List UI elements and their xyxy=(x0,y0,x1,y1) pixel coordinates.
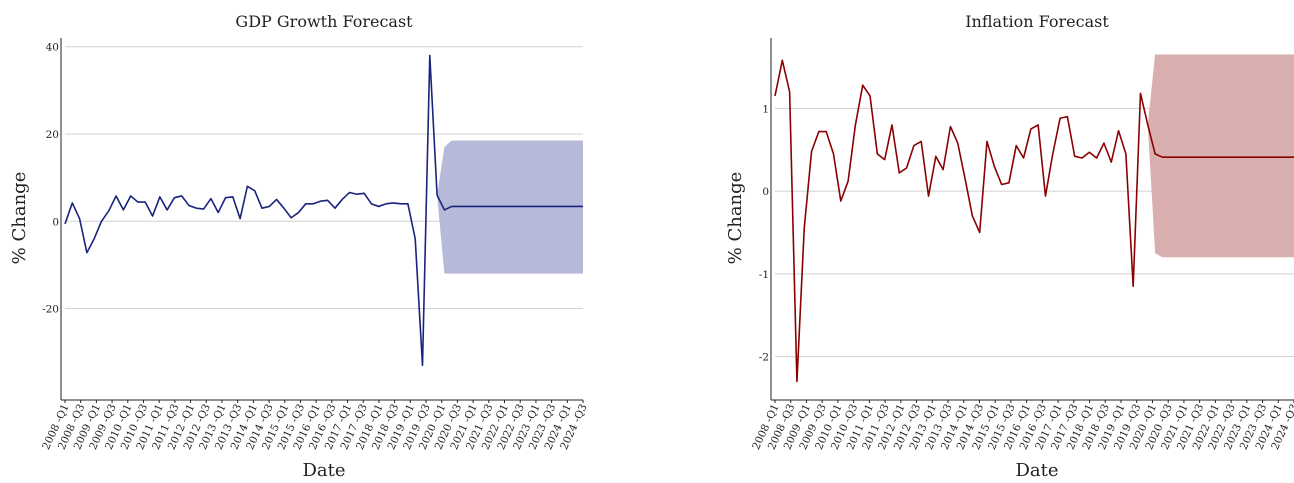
y-tick-label: -20 xyxy=(42,304,59,316)
chart-title: Inflation Forecast xyxy=(965,12,1109,31)
y-axis-label: % Change xyxy=(725,172,746,265)
forecast-interval-band xyxy=(1147,54,1294,258)
y-tick-label: 0 xyxy=(52,216,59,228)
y-tick-label: -1 xyxy=(759,269,769,281)
x-axis-label: Date xyxy=(1015,460,1058,481)
y-tick-label: 20 xyxy=(46,129,59,141)
series-line xyxy=(774,59,1294,383)
y-tick-label: 40 xyxy=(46,42,59,54)
series-line xyxy=(64,54,583,367)
x-axis-label: Date xyxy=(302,460,345,481)
y-tick-label: -2 xyxy=(759,352,769,364)
chart-title: GDP Growth Forecast xyxy=(235,12,413,31)
y-axis-label: % Change xyxy=(9,172,30,265)
y-tick-label: 0 xyxy=(762,186,769,198)
y-tick-label: 1 xyxy=(762,103,769,115)
